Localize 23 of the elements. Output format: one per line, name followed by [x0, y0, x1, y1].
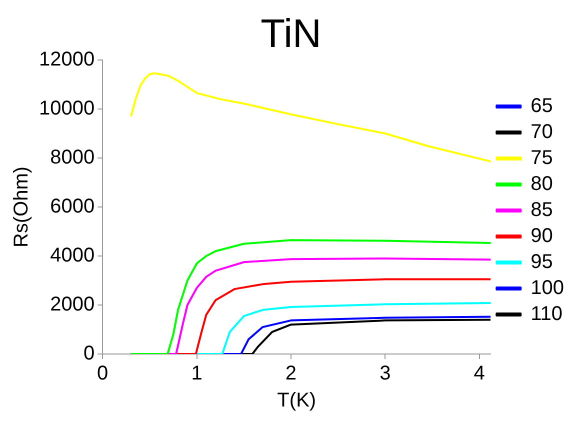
legend-label: 65	[530, 95, 553, 118]
x-tick-label: 1	[191, 362, 202, 385]
legend-label: 70	[530, 121, 553, 144]
y-tick-label: 2000	[50, 294, 95, 316]
y-tick-label: 12000	[38, 48, 95, 71]
chart-title: TiN	[260, 12, 322, 56]
x-tick-label: 2	[285, 362, 297, 385]
y-tick-label: 8000	[50, 146, 95, 169]
y-axis-title: Rs(Ohm)	[10, 166, 33, 248]
legend-label: 75	[530, 147, 553, 170]
y-tick-label: 10000	[38, 98, 95, 120]
legend-label: 95	[530, 251, 553, 274]
y-tick-label: 4000	[50, 244, 95, 267]
legend-label: 100	[530, 277, 564, 300]
x-tick-label: 4	[474, 362, 485, 385]
legend-label: 85	[530, 199, 553, 222]
y-tick-label: 0	[83, 342, 95, 365]
legend-label: 80	[530, 173, 553, 196]
x-tick-label: 3	[380, 362, 391, 385]
y-tick-label: 6000	[50, 196, 95, 218]
legend-label: 110	[530, 303, 563, 326]
legend-label: 90	[530, 225, 553, 248]
x-axis-title: T(K)	[277, 390, 316, 412]
